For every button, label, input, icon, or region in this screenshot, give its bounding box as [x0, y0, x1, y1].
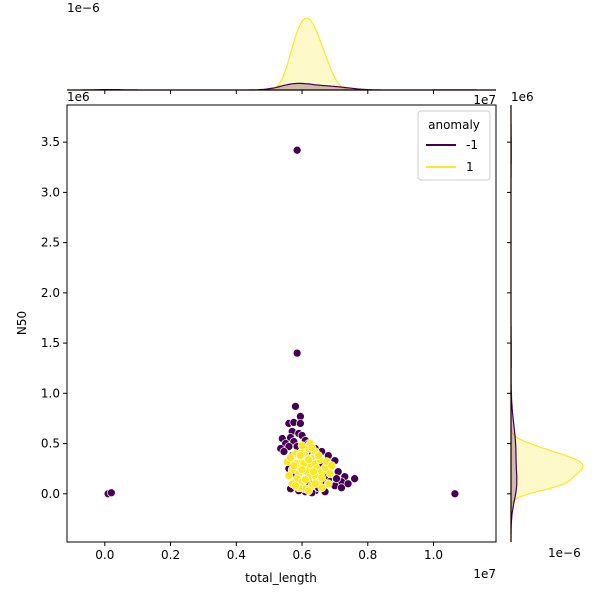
- x-tick-label: 1.0: [424, 548, 443, 562]
- y-axis-offset-text: 1e6: [67, 90, 90, 104]
- anomaly-point: [291, 402, 300, 411]
- x-tick-label: 0.4: [227, 548, 246, 562]
- scatter-points: [103, 145, 460, 499]
- anomaly-point: [107, 488, 116, 498]
- right-marginal-ticks: [507, 141, 511, 495]
- y-tick-label: 0.5: [41, 437, 60, 451]
- anomaly-point: [332, 474, 341, 484]
- main-scatter-plot: 0.0 0.2 0.4 0.6 0.8 1.0 0.0 0.5 1.0 1.5 2.0 2.5 3.0…: [15, 90, 534, 585]
- plot-frame: [66, 104, 497, 543]
- right-marginal-corner-text: 1e6: [511, 90, 534, 104]
- y-axis-ticks: 0.0 0.5 1.0 1.5 2.0 2.5 3.0 3.5: [41, 135, 67, 501]
- anomaly-point: [350, 474, 359, 484]
- normal-point: [286, 453, 295, 462]
- normal-point: [314, 451, 323, 460]
- y-tick-label: 2.5: [41, 236, 60, 250]
- anomaly-point: [292, 145, 302, 155]
- normal-point: [317, 473, 327, 483]
- normal-point: [309, 467, 318, 477]
- legend-title: anomaly: [428, 118, 480, 132]
- anomaly-point: [333, 467, 343, 477]
- x-tick-label: 0.2: [161, 548, 180, 562]
- normal-point: [310, 479, 320, 489]
- normal-point: [284, 471, 294, 481]
- normal-point: [296, 451, 305, 460]
- legend-label-neg1: -1: [466, 138, 478, 152]
- normal-point: [325, 469, 335, 479]
- anomaly-point: [337, 483, 346, 493]
- y-tick-label: 1.0: [41, 386, 60, 400]
- anomaly-point: [343, 479, 353, 489]
- y-tick-label: 3.5: [41, 135, 60, 149]
- top-marginal-plot: 1e−6: [67, 1, 496, 94]
- normal-point: [300, 475, 310, 485]
- legend-label-pos1: 1: [466, 160, 474, 174]
- y-tick-label: 2.0: [41, 286, 60, 300]
- anomaly-point: [450, 489, 460, 499]
- anomaly-point: [296, 419, 305, 428]
- x-axis-label: total_length: [245, 571, 317, 585]
- x-axis-ticks: 0.0 0.2 0.4 0.6 0.8 1.0: [95, 542, 443, 562]
- normal-point: [291, 481, 300, 491]
- anomaly-point: [279, 447, 289, 456]
- x-tick-label: 0.8: [358, 548, 377, 562]
- top-marginal-ticks: [104, 90, 435, 94]
- anomaly-point: [292, 348, 302, 358]
- normal-point: [297, 441, 307, 450]
- right-marginal-plot: 1e−6: [507, 105, 584, 560]
- y-tick-label: 0.0: [41, 487, 60, 501]
- x-axis-offset-text: 1e7: [473, 567, 496, 581]
- right-marginal-offset-text: 1e−6: [548, 546, 581, 560]
- x-tick-label: 0.6: [292, 548, 311, 562]
- y-tick-label: 1.5: [41, 336, 60, 350]
- normal-point: [304, 486, 313, 496]
- normal-point: [304, 455, 313, 464]
- normal-point: [307, 443, 317, 452]
- y-tick-label: 3.0: [41, 185, 60, 199]
- normal-point: [297, 465, 307, 475]
- top-marginal-corner-text: 1e7: [473, 93, 496, 107]
- normal-point: [289, 461, 299, 471]
- top-marginal-offset-text: 1e−6: [67, 1, 100, 15]
- normal-point: [317, 483, 327, 493]
- normal-point: [323, 479, 333, 489]
- y-axis-label: N50: [15, 311, 29, 335]
- x-tick-label: 0.0: [95, 548, 114, 562]
- normal-point: [327, 461, 336, 471]
- legend: anomaly -1 1: [417, 110, 491, 181]
